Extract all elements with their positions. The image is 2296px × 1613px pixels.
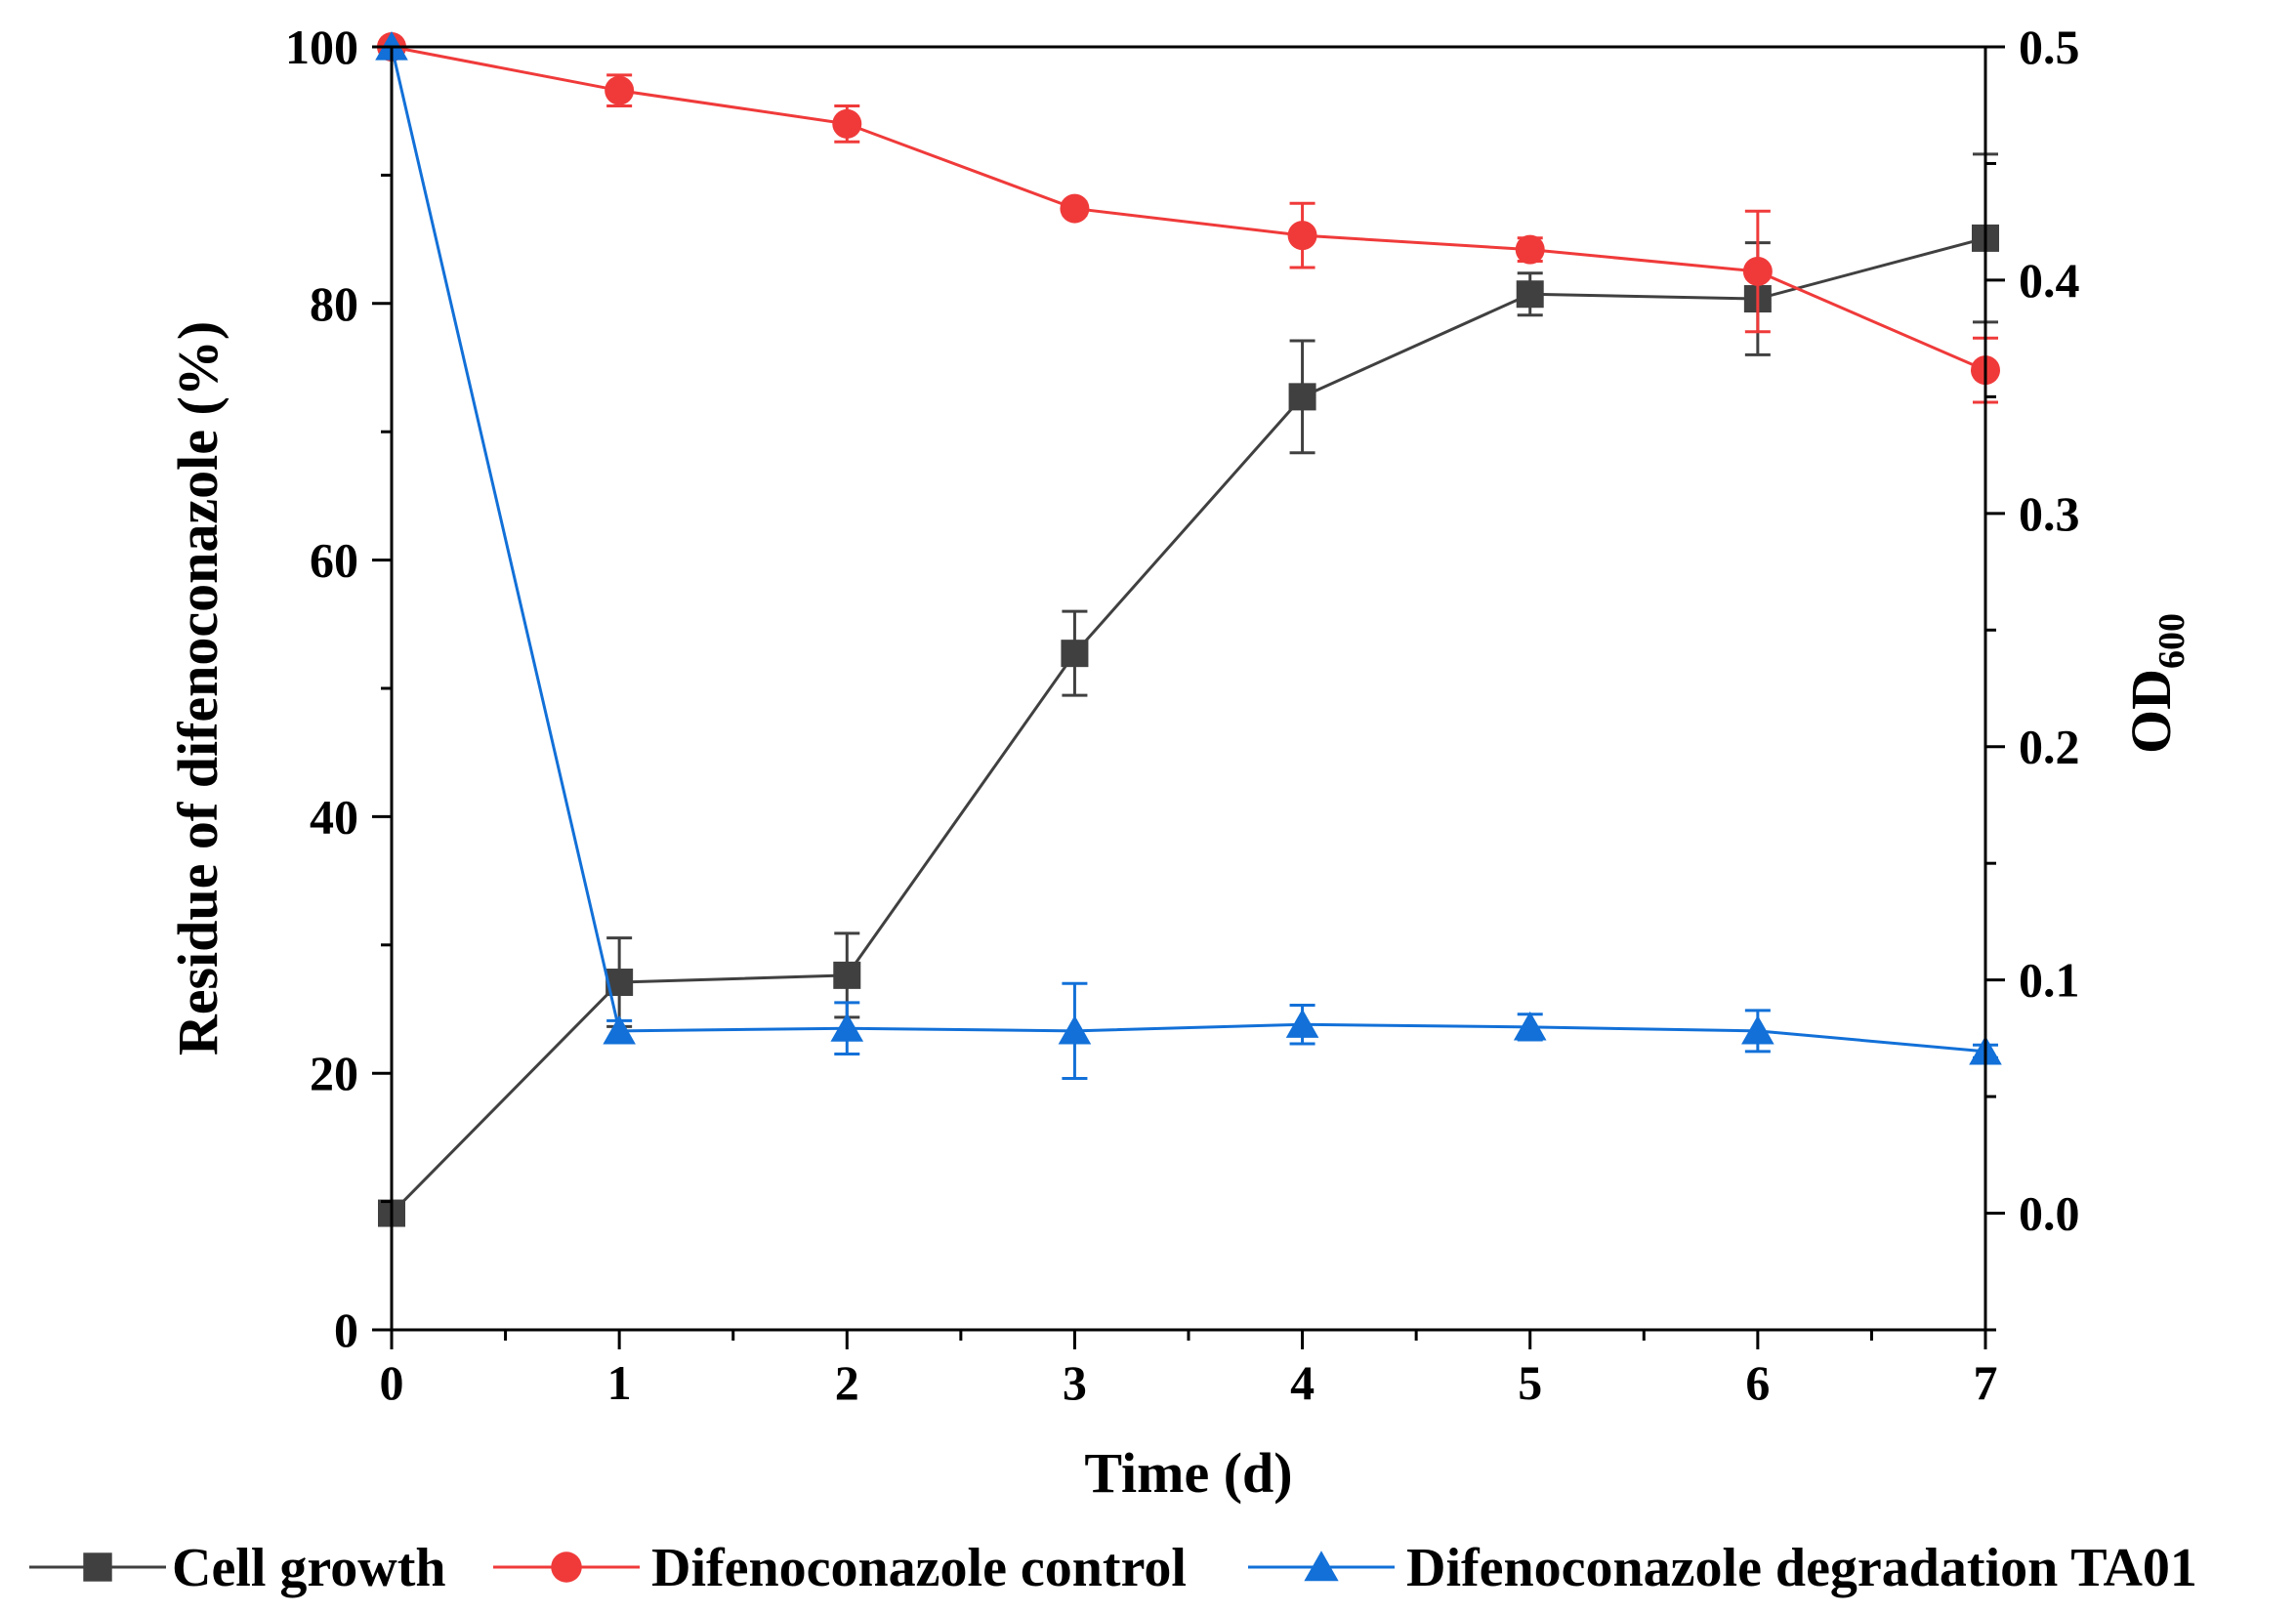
legend-label: Difenoconazole control bbox=[651, 1538, 1187, 1598]
x-tick-label: 1 bbox=[607, 1355, 632, 1410]
x-tick-label: 6 bbox=[1745, 1355, 1770, 1410]
x-tick-label: 2 bbox=[835, 1355, 859, 1410]
y-right-tick-label: 0.1 bbox=[2019, 953, 2080, 1008]
data-point-triangle bbox=[1513, 1011, 1547, 1041]
y-right-tick-label: 0.2 bbox=[2019, 720, 2080, 774]
series-line bbox=[391, 45, 1986, 372]
y-left-tick-label: 80 bbox=[310, 276, 358, 331]
data-point-square bbox=[1288, 383, 1316, 411]
legend-marker-circle bbox=[551, 1551, 582, 1583]
x-tick-label: 7 bbox=[1974, 1355, 1998, 1410]
y-left-tick-label: 40 bbox=[310, 789, 358, 844]
legend-item: Difenoconazole degradation TA01 bbox=[1248, 1538, 2197, 1598]
data-point-triangle bbox=[830, 1013, 864, 1042]
data-point-circle bbox=[605, 75, 635, 105]
y-right-tick-label: 0.3 bbox=[2019, 486, 2080, 541]
data-point-circle bbox=[1287, 221, 1317, 251]
data-point-circle bbox=[832, 108, 862, 139]
legend-marker-square bbox=[83, 1552, 112, 1582]
x-tick-label: 5 bbox=[1518, 1355, 1542, 1410]
x-tick-label: 3 bbox=[1063, 1355, 1087, 1410]
axes: 0 1 2 3 4 5 6 7 0 20 40 60 80 100 0.0 0.1 0.2 0.3 0.4 0.5 bbox=[285, 20, 2080, 1410]
data-point-triangle bbox=[1285, 1009, 1319, 1038]
data-point-square bbox=[833, 961, 861, 989]
data-point-square bbox=[1516, 280, 1544, 309]
series-line bbox=[390, 46, 1986, 1054]
y-left-tick-label: 20 bbox=[310, 1046, 358, 1100]
data-point-square bbox=[1061, 640, 1089, 668]
data-point-circle bbox=[1060, 193, 1090, 224]
y-right-tick-label: 0.4 bbox=[2019, 253, 2080, 308]
data-point-triangle bbox=[603, 1014, 636, 1045]
x-tick-label: 0 bbox=[380, 1355, 404, 1410]
y-left-tick-label: 60 bbox=[310, 533, 358, 588]
legend-item: Cell growth bbox=[29, 1538, 446, 1598]
legend-item: Difenoconazole control bbox=[493, 1538, 1187, 1598]
data-point-circle bbox=[1515, 234, 1545, 265]
data-point-triangle bbox=[1741, 1014, 1774, 1045]
y-axis-right-title: OD600 bbox=[2119, 613, 2192, 754]
y-axis-right-title-sub: 600 bbox=[2151, 613, 2192, 669]
data-point-triangle bbox=[1058, 1014, 1092, 1045]
x-tick-label: 4 bbox=[1290, 1355, 1315, 1410]
y-left-tick-label: 100 bbox=[285, 20, 358, 74]
y-right-tick-label: 0.0 bbox=[2019, 1186, 2080, 1241]
plot-series bbox=[375, 31, 2002, 1227]
legend: Cell growth Difenoconazole control Difenoc… bbox=[29, 1538, 2197, 1598]
legend-label: Cell growth bbox=[172, 1538, 446, 1598]
data-point-circle bbox=[1742, 256, 1773, 286]
y-axis-left-title: Residue of difenoconazole (%) bbox=[166, 321, 230, 1055]
y-right-tick-label: 0.5 bbox=[2019, 20, 2080, 74]
legend-marker-triangle bbox=[1304, 1551, 1339, 1582]
x-axis-title: Time (d) bbox=[1084, 1441, 1292, 1505]
y-left-tick-label: 0 bbox=[334, 1303, 358, 1357]
y-axis-right-title-main: OD bbox=[2119, 669, 2183, 754]
legend-label: Difenoconazole degradation TA01 bbox=[1406, 1538, 2197, 1598]
series-line bbox=[390, 236, 1986, 1215]
